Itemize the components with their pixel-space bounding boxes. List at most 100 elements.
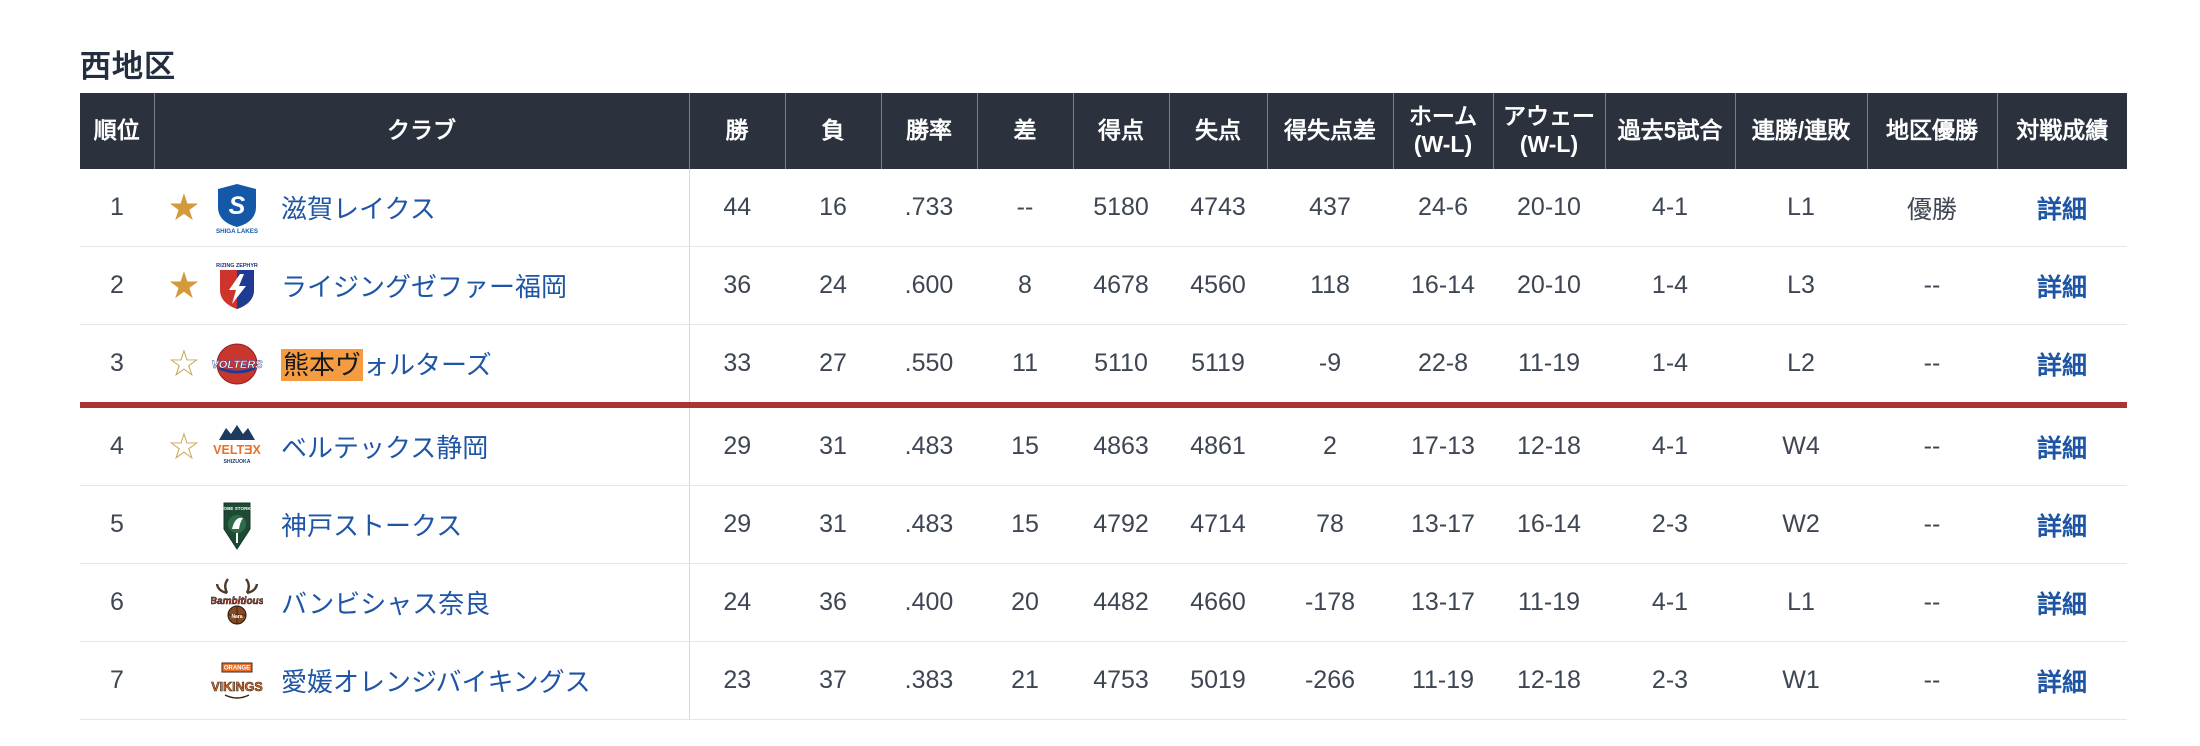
pa-cell: 4743: [1169, 169, 1267, 247]
pa-cell: 4861: [1169, 405, 1267, 486]
streak-cell: L1: [1735, 169, 1867, 247]
star-filled-icon: ★: [167, 265, 201, 306]
club-logo-bambitious-nara[interactable]: Bambitious Nara: [208, 577, 266, 629]
losses-cell: 31: [785, 485, 881, 564]
pct-cell: .600: [881, 246, 977, 325]
club-link[interactable]: 熊本ヴォルターズ: [281, 345, 492, 382]
detail-link[interactable]: 詳細: [2036, 668, 2087, 697]
wins-cell: 29: [689, 485, 785, 564]
club-cell: ☆ VELTƎX SHIZUOKA ベルテックス静岡: [154, 405, 690, 486]
gb-cell: 11: [977, 324, 1073, 408]
district-cell: --: [1867, 324, 1997, 408]
diff-cell: -178: [1267, 563, 1393, 642]
standings-table: 順位 クラブ勝負勝率差得点 失点 得失点差 ホーム (W-L) アウェー (W-L) 過去5試合…: [80, 93, 2127, 720]
losses-cell: 36: [785, 563, 881, 642]
rank-cell: 6: [80, 563, 154, 642]
column-header-gb: 差: [977, 93, 1074, 169]
standings-row-2: 2 ★ RIZING ZEPHYR ライジングゼファー福岡 36 24.600 8 4678 4…: [80, 246, 2127, 325]
gb-cell: 21: [977, 641, 1073, 720]
svg-text:VIKINGS: VIKINGS: [211, 680, 262, 694]
star-outline-icon: ☆: [167, 343, 201, 384]
club-logo-veltex-shizuoka[interactable]: VELTƎX SHIZUOKA: [208, 421, 266, 473]
search-highlight: 熊本ヴ: [281, 349, 364, 381]
pa-cell: 4560: [1169, 246, 1267, 325]
vs-cell: 詳細: [1997, 246, 2127, 325]
vs-cell: 詳細: [1997, 405, 2127, 486]
pct-cell: .400: [881, 563, 977, 642]
club-logo-ehime-orange-vikings[interactable]: ORANGE VIKINGS: [208, 655, 266, 707]
detail-link[interactable]: 詳細: [2036, 351, 2087, 380]
district-cell: --: [1867, 405, 1997, 486]
pct-cell: .483: [881, 405, 977, 486]
district-cell: 優勝: [1867, 169, 1997, 247]
page-title: 西地区: [80, 48, 176, 84]
home-cell: 16-14: [1393, 246, 1493, 325]
vs-cell: 詳細: [1997, 563, 2127, 642]
club-link[interactable]: 神戸ストークス: [281, 511, 463, 541]
wins-cell: 24: [689, 563, 785, 642]
vs-cell: 詳細: [1997, 485, 2127, 564]
district-cell: --: [1867, 563, 1997, 642]
club-link[interactable]: 滋賀レイクス: [281, 194, 436, 224]
club-logo-kobe-storks[interactable]: KOBE STORKS: [208, 499, 266, 551]
club-cell: ★ RIZING ZEPHYR ライジングゼファー福岡: [154, 246, 690, 325]
svg-text:SHIGA LAKES: SHIGA LAKES: [216, 228, 258, 234]
club-logo-shiga-lakes[interactable]: S SHIGA LAKES: [208, 182, 266, 234]
svg-text:Nara: Nara: [231, 614, 242, 620]
pf-cell: 4792: [1073, 485, 1169, 564]
pf-cell: 5110: [1073, 324, 1169, 408]
club-logo-rizing-zephyr-fukuoka[interactable]: RIZING ZEPHYR: [208, 260, 266, 312]
standings-row-6: 6 Bambitious Nara バンビシャス奈良 24 36.400 20 4482 466…: [80, 563, 2127, 642]
rank-cell: 5: [80, 485, 154, 564]
away-cell: 20-10: [1493, 246, 1605, 325]
club-cell: ★ S SHIGA LAKES 滋賀レイクス: [154, 169, 690, 247]
rank-cell: 1: [80, 169, 154, 247]
club-cell: KOBE STORKS 神戸ストークス: [154, 485, 690, 564]
last5-cell: 2-3: [1605, 485, 1735, 564]
vs-cell: 詳細: [1997, 169, 2127, 247]
gb-cell: 20: [977, 563, 1073, 642]
pf-cell: 4678: [1073, 246, 1169, 325]
diff-cell: 118: [1267, 246, 1393, 325]
last5-cell: 4-1: [1605, 563, 1735, 642]
pf-cell: 5180: [1073, 169, 1169, 247]
column-header-wins: 勝: [689, 93, 786, 169]
club-link[interactable]: ライジングゼファー福岡: [281, 272, 568, 302]
district-cell: --: [1867, 641, 1997, 720]
star-outline-icon: ☆: [167, 426, 201, 467]
column-header-last5: 過去5試合: [1605, 93, 1736, 169]
table-body: 1 ★ S SHIGA LAKES 滋賀レイクス 44 16.733 -- 5180 4743 43…: [80, 169, 2127, 720]
club-link[interactable]: バンビシャス奈良: [281, 589, 491, 619]
district-cell: --: [1867, 485, 1997, 564]
club-cell: Bambitious Nara バンビシャス奈良: [154, 563, 690, 642]
vs-cell: 詳細: [1997, 641, 2127, 720]
streak-cell: W4: [1735, 405, 1867, 486]
pf-cell: 4753: [1073, 641, 1169, 720]
detail-link[interactable]: 詳細: [2036, 512, 2087, 541]
streak-cell: W1: [1735, 641, 1867, 720]
pf-cell: 4482: [1073, 563, 1169, 642]
rank-cell: 2: [80, 246, 154, 325]
pa-cell: 4660: [1169, 563, 1267, 642]
club-logo-kumamoto-volters[interactable]: VOLTERS: [208, 338, 266, 390]
table-header: 順位 クラブ勝負勝率差得点 失点 得失点差 ホーム (W-L) アウェー (W-L) 過去5試合…: [80, 93, 2127, 169]
standings-row-5: 5 KOBE STORKS 神戸ストークス 29 31.483 15 4792 4714 78 1…: [80, 485, 2127, 564]
column-header-away: アウェー (W-L): [1493, 93, 1606, 169]
detail-link[interactable]: 詳細: [2036, 195, 2087, 224]
away-cell: 16-14: [1493, 485, 1605, 564]
gb-cell: 8: [977, 246, 1073, 325]
standings-row-4: 4 ☆ VELTƎX SHIZUOKA ベルテックス静岡 29 31.483 15 4863 48…: [80, 405, 2127, 486]
column-header-losses: 負: [785, 93, 882, 169]
detail-link[interactable]: 詳細: [2036, 590, 2087, 619]
home-cell: 13-17: [1393, 485, 1493, 564]
streak-cell: W2: [1735, 485, 1867, 564]
column-header-pct: 勝率: [881, 93, 978, 169]
club-link[interactable]: 愛媛オレンジバイキングス: [281, 667, 591, 697]
column-header-streak: 連勝/連敗: [1735, 93, 1868, 169]
pa-cell: 5119: [1169, 324, 1267, 408]
column-header-vs: 対戦成績: [1997, 93, 2127, 169]
detail-link[interactable]: 詳細: [2036, 434, 2087, 463]
detail-link[interactable]: 詳細: [2036, 273, 2087, 302]
column-header-pa: 失点: [1169, 93, 1268, 169]
club-link[interactable]: ベルテックス静岡: [281, 433, 489, 463]
